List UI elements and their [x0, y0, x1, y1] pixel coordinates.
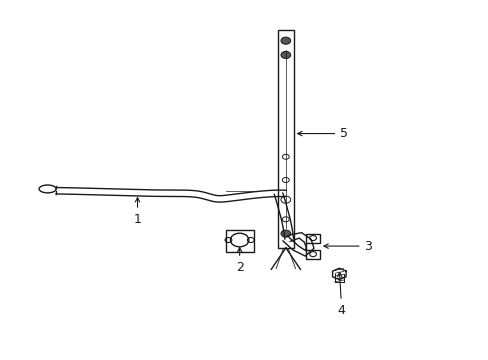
Text: 3: 3 [323, 240, 372, 253]
Text: 2: 2 [235, 248, 243, 274]
Bar [278, 30, 293, 248]
Circle shape [281, 37, 290, 44]
Text: 4: 4 [337, 272, 345, 317]
Circle shape [281, 51, 290, 59]
Bar [305, 234, 319, 243]
Circle shape [281, 230, 290, 237]
Text: 1: 1 [133, 198, 141, 226]
Text: 5: 5 [297, 127, 347, 140]
Bar [305, 249, 319, 258]
Bar [225, 230, 253, 252]
